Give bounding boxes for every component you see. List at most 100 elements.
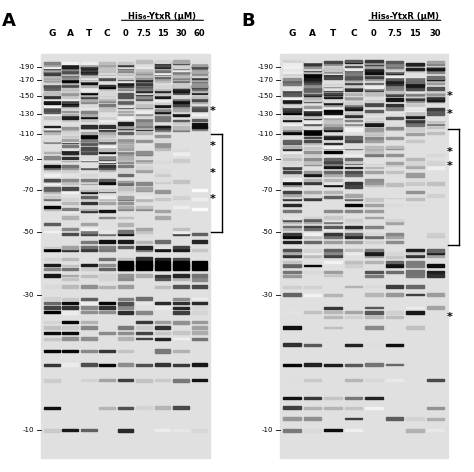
Bar <box>324 228 342 230</box>
Bar <box>136 321 152 323</box>
Bar <box>173 110 189 113</box>
Bar <box>406 184 424 186</box>
Bar <box>44 71 60 74</box>
Bar <box>118 116 134 118</box>
Bar <box>81 96 97 98</box>
Bar <box>304 196 321 198</box>
Bar <box>345 73 362 75</box>
Bar <box>427 326 444 329</box>
Bar <box>136 80 152 82</box>
Bar <box>81 206 97 208</box>
Bar <box>427 154 444 156</box>
Bar <box>406 90 424 92</box>
Bar <box>406 261 424 264</box>
Bar <box>345 120 362 123</box>
Bar <box>345 253 362 254</box>
Bar <box>118 165 134 167</box>
Bar <box>365 235 383 238</box>
Bar <box>406 140 424 142</box>
Bar <box>173 311 189 313</box>
Text: C: C <box>104 29 110 38</box>
Bar <box>81 113 97 116</box>
Bar <box>191 98 207 101</box>
Bar <box>136 60 152 63</box>
Bar <box>173 152 189 155</box>
Bar <box>136 70 152 73</box>
Bar <box>406 174 424 177</box>
Bar <box>427 69 444 71</box>
Bar <box>345 112 362 115</box>
Bar <box>81 249 97 252</box>
Bar <box>365 128 383 131</box>
Bar <box>191 104 207 106</box>
Bar <box>304 235 321 238</box>
Text: -10: -10 <box>262 427 273 433</box>
Bar <box>406 311 424 313</box>
Bar <box>44 64 60 66</box>
Bar <box>118 82 134 84</box>
Bar <box>100 119 115 121</box>
Bar <box>63 258 78 261</box>
Bar <box>81 160 97 161</box>
Bar <box>283 233 301 235</box>
Bar <box>44 166 60 169</box>
Bar <box>63 160 78 161</box>
Text: -90: -90 <box>262 156 273 162</box>
Bar <box>406 182 424 185</box>
Bar <box>427 406 444 409</box>
Text: T: T <box>86 29 92 38</box>
Bar <box>155 179 170 181</box>
Bar <box>136 126 152 127</box>
Bar <box>365 179 383 180</box>
Bar <box>63 278 78 280</box>
Bar <box>136 311 152 314</box>
Bar <box>100 113 115 116</box>
Bar <box>365 68 383 71</box>
Bar <box>63 80 78 83</box>
Bar <box>118 79 134 80</box>
Bar <box>283 140 301 143</box>
Bar <box>324 233 342 235</box>
Bar <box>345 228 362 230</box>
Bar <box>365 88 383 90</box>
Bar <box>100 278 115 280</box>
Bar <box>304 60 321 62</box>
Bar <box>324 84 342 86</box>
Bar <box>173 93 189 94</box>
Bar <box>365 171 383 173</box>
Bar <box>283 96 301 99</box>
Bar <box>283 210 301 212</box>
Bar <box>100 139 115 141</box>
Bar <box>155 104 170 107</box>
Bar <box>427 274 444 277</box>
Bar <box>155 302 170 304</box>
Bar <box>427 182 444 185</box>
Bar <box>283 271 301 273</box>
Bar <box>406 67 424 70</box>
Bar <box>118 240 134 243</box>
Bar <box>365 152 383 153</box>
Bar <box>324 85 342 87</box>
Bar <box>81 147 97 150</box>
Bar <box>304 194 321 197</box>
Bar <box>81 90 97 92</box>
Text: *: * <box>447 109 453 118</box>
Bar <box>345 429 362 431</box>
Bar <box>81 70 97 72</box>
Bar <box>155 66 170 68</box>
Bar <box>304 286 321 287</box>
Bar <box>365 379 383 381</box>
Bar <box>345 146 362 148</box>
Bar <box>44 95 60 98</box>
Bar <box>81 139 97 141</box>
Bar <box>44 179 60 181</box>
Bar <box>81 158 97 160</box>
Bar <box>283 59 301 62</box>
Bar <box>406 93 424 97</box>
Bar <box>136 76 152 78</box>
Bar <box>365 123 383 126</box>
Bar <box>365 153 383 156</box>
Bar <box>406 160 424 163</box>
Bar <box>136 228 152 230</box>
Bar <box>100 210 115 212</box>
